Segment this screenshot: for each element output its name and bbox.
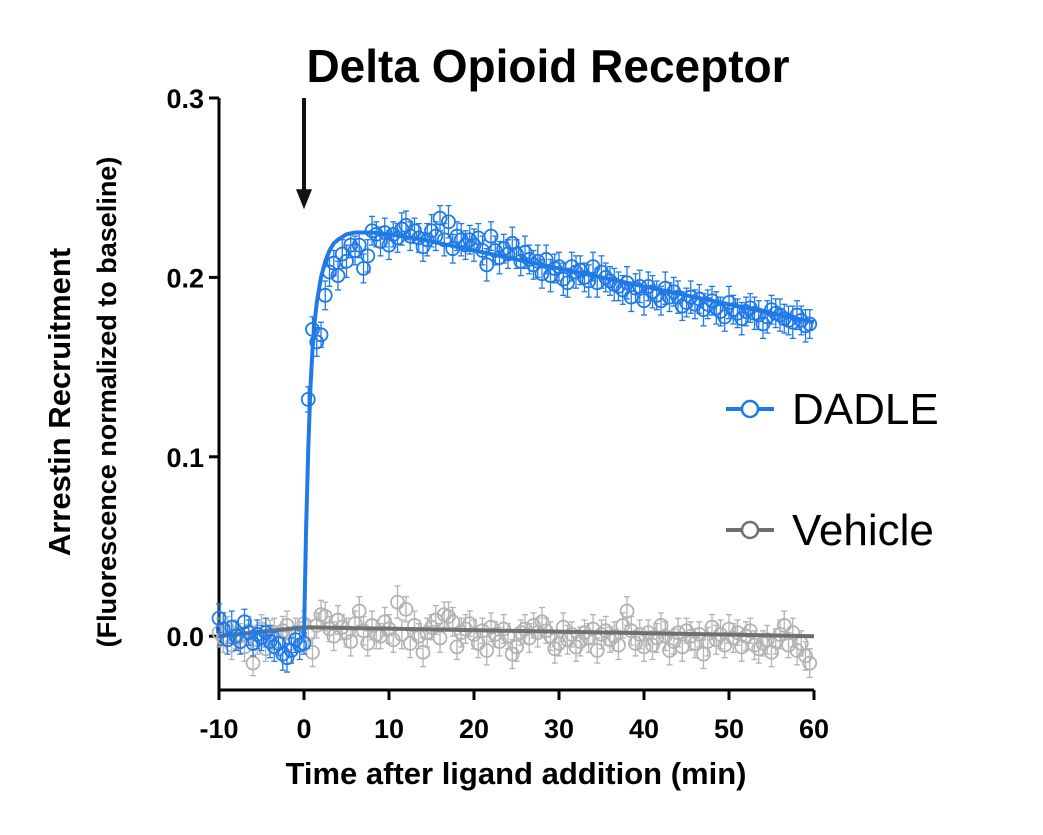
- vehicle-data-point: [402, 635, 418, 651]
- legend-dadle-label: DADLE: [792, 385, 939, 434]
- y-tick-label: 0.3: [166, 84, 204, 114]
- x-tick-label: -10: [199, 714, 238, 744]
- vehicle-data-point: [742, 623, 758, 639]
- dadle-data-point: [755, 316, 771, 332]
- dadle-data-point: [483, 228, 499, 244]
- vehicle-data-point: [776, 618, 792, 633]
- dadle-data-point: [555, 271, 571, 287]
- vehicle-data-point: [606, 628, 622, 644]
- dadle-data-point: [734, 311, 750, 327]
- vehicle-data-point: [645, 637, 660, 653]
- vehicle-data-point: [279, 618, 295, 633]
- dadle-data-point: [224, 619, 240, 635]
- chart-title: Delta Opioid Receptor: [306, 40, 789, 92]
- vehicle-data-point: [628, 635, 643, 651]
- legend-vehicle-marker: [740, 520, 760, 540]
- dadle-fit-line: [302, 230, 815, 637]
- vehicle-data-point: [717, 637, 733, 653]
- dadle-data-point: [258, 625, 274, 640]
- legend-vehicle-label: Vehicle: [792, 506, 934, 555]
- dadle-data-point: [275, 646, 291, 662]
- dadle-data-point: [802, 316, 818, 332]
- arrow-head: [296, 189, 312, 210]
- vehicle-data-point: [798, 648, 813, 664]
- x-tick-label: 0: [296, 714, 311, 744]
- dadle-data-point: [249, 626, 265, 642]
- x-ticks: -10 0 10 20 30 40 50 60: [199, 690, 829, 744]
- x-tick-label: 40: [629, 714, 659, 744]
- dadle-data-point: [279, 650, 295, 666]
- dadle-data-point: [636, 293, 652, 309]
- vehicle-data-point: [785, 625, 801, 640]
- vehicle-data-point: [551, 635, 567, 651]
- y-axis-label-sub: (Fluorescence normalized to baseline): [92, 157, 122, 648]
- vehicle-data-point: [509, 639, 524, 655]
- vehicle-data-point: [479, 643, 495, 658]
- x-tick-label: 60: [799, 714, 829, 744]
- y-axis-label-group: Arrestin Recruitment (Fluorescence norma…: [42, 157, 122, 648]
- vehicle-data-point: [572, 634, 588, 649]
- dadle-data-point: [351, 237, 367, 253]
- y-tick-label: 0.1: [166, 443, 204, 473]
- vehicle-data-point: [466, 626, 482, 642]
- y-tick-label: 0.0: [166, 622, 204, 652]
- vehicle-data-point: [390, 594, 405, 610]
- y-axis-label: Arrestin Recruitment: [42, 248, 77, 556]
- vehicle-data-point: [636, 639, 652, 655]
- dadle-data-point: [441, 214, 456, 230]
- dadle-data-point: [534, 266, 550, 282]
- vehicle-data-point: [305, 644, 320, 660]
- vehicle-data-point: [343, 634, 359, 649]
- vehicle-data-point: [619, 603, 635, 619]
- ligand-arrow: [296, 98, 312, 210]
- dadle-data-point: [560, 275, 575, 291]
- vehicle-data-point: [351, 603, 367, 619]
- x-tick-label: 10: [374, 714, 404, 744]
- y-ticks: 0.0 0.1 0.2 0.3: [166, 84, 219, 652]
- legend: DADLE Vehicle: [726, 385, 939, 555]
- vehicle-data-point: [747, 637, 762, 653]
- vehicle-data-point: [802, 655, 818, 671]
- vehicle-data-point: [360, 635, 376, 651]
- legend-item-vehicle: Vehicle: [726, 506, 934, 555]
- x-tick-label: 20: [459, 714, 489, 744]
- x-axis-label: Time after ligand addition (min): [285, 756, 746, 791]
- dadle-data-point: [296, 635, 312, 651]
- vehicle-data-point: [534, 614, 550, 630]
- vehicle-data-point: [398, 601, 414, 617]
- vehicle-data-point: [683, 628, 699, 644]
- dadle-data-point: [330, 268, 346, 284]
- legend-dadle-marker: [740, 399, 760, 419]
- dadle-data-point: [339, 253, 354, 269]
- dadle-data-point: [309, 334, 325, 350]
- dadle-data-point: [432, 210, 448, 226]
- dadle-data-point: [517, 244, 533, 260]
- vehicle-data-point: [611, 637, 626, 653]
- vehicle-data-point: [415, 644, 431, 660]
- x-tick-label: 30: [544, 714, 574, 744]
- dadle-data-point: [266, 639, 282, 655]
- dadle-series: [211, 204, 818, 673]
- dadle-data-point: [479, 257, 495, 273]
- dadle-data-point: [577, 269, 592, 285]
- vehicle-data-point: [589, 643, 605, 658]
- vehicle-data-point: [424, 619, 439, 635]
- vehicle-data-point: [245, 655, 261, 671]
- x-tick-label: 50: [714, 714, 744, 744]
- y-tick-label: 0.2: [166, 263, 204, 293]
- vehicle-data-point: [504, 646, 520, 662]
- legend-item-dadle: DADLE: [726, 385, 939, 434]
- vehicle-data-point: [449, 639, 465, 655]
- dadle-data-point: [360, 248, 376, 264]
